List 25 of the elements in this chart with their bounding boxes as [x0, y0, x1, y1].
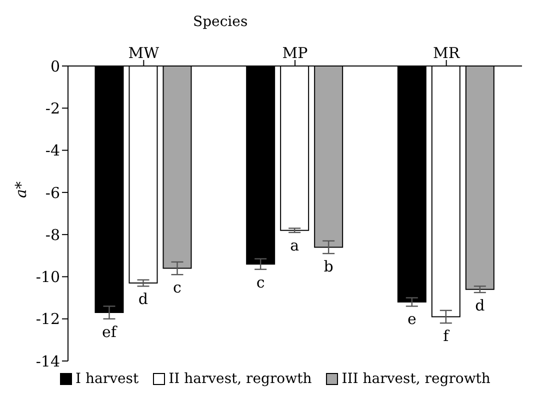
y-axis-title: a* — [12, 182, 30, 198]
legend-label: III harvest, regrowth — [340, 371, 490, 387]
y-tick-label: -2 — [45, 99, 60, 118]
data-label: f — [443, 327, 450, 346]
data-label: d — [475, 296, 486, 315]
data-label: d — [138, 290, 148, 308]
legend-label: I harvest — [74, 371, 139, 387]
y-tick-label: -6 — [45, 184, 60, 202]
y-tick-label: -14 — [36, 352, 60, 370]
data-label: c — [256, 273, 265, 292]
y-tick-label: -8 — [45, 226, 60, 244]
y-tick-label: 0 — [50, 57, 60, 76]
data-label: a — [290, 236, 300, 254]
x-tick-label: MR — [433, 44, 460, 62]
y-tick-label: -4 — [45, 142, 60, 160]
legend-label: II harvest, regrowth — [168, 371, 312, 387]
data-label: e — [407, 310, 416, 328]
x-tick-label: MP — [282, 44, 308, 62]
y-tick-label: -10 — [36, 268, 60, 286]
data-label: c — [173, 278, 182, 297]
x-axis-title: Species — [192, 14, 249, 30]
data-label: ef — [102, 322, 118, 341]
y-tick-label: -12 — [36, 310, 60, 328]
x-tick-label: MW — [128, 44, 160, 62]
data-label: b — [324, 258, 334, 276]
